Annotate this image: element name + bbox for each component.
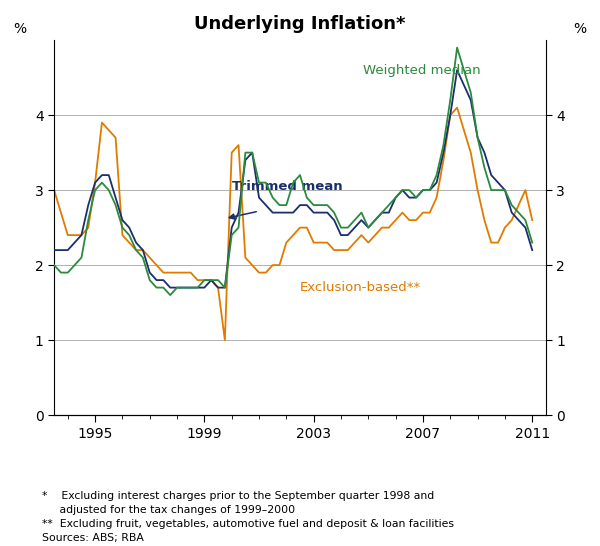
Text: *    Excluding interest charges prior to the September quarter 1998 and
     adj: * Excluding interest charges prior to th… xyxy=(42,491,454,543)
Text: Trimmed mean: Trimmed mean xyxy=(232,180,343,193)
Text: %: % xyxy=(574,22,587,37)
Text: %: % xyxy=(13,22,26,37)
Text: Weighted median: Weighted median xyxy=(363,64,481,77)
Text: Exclusion-based**: Exclusion-based** xyxy=(300,281,421,294)
Title: Underlying Inflation*: Underlying Inflation* xyxy=(194,15,406,33)
